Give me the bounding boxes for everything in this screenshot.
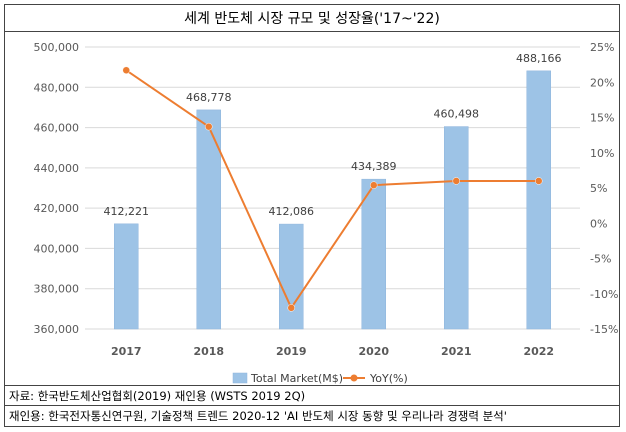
bar [114,223,139,330]
yoy-point [370,181,378,189]
yoy-point [287,304,295,312]
chart-title: 세계 반도체 시장 규모 및 성장율('17~'22) [5,5,619,32]
bar-data-label: 468,778 [186,91,232,104]
y-right-tick-label: -5% [590,253,611,266]
requote-note: 재인용: 한국전자통신연구원, 기술정책 트렌드 2020-12 'AI 반도체… [5,405,619,425]
y-right-tick-label: 25% [590,41,614,54]
source-note: 자료: 한국반도체산업협회(2019) 재인용 (WSTS 2019 2Q) [5,385,619,405]
y-right-tick-label: -15% [590,323,618,336]
legend-line-label: YoY(%) [369,372,408,385]
bar [279,223,304,330]
figure-frame: 세계 반도체 시장 규모 및 성장율('17~'22) 360,000 380,0… [4,4,620,427]
y-left-tick-label: 440,000 [34,162,80,175]
y-right-tick-label: 20% [590,76,614,89]
x-tick-label: 2017 [111,345,142,358]
yoy-point [122,66,130,75]
y-right-tick-label: 5% [590,182,607,195]
y-right-tick-label: 10% [590,147,614,160]
bar-data-label: 412,086 [269,205,315,218]
x-tick-label: 2022 [523,345,554,358]
y-right-tick-label: -10% [590,288,618,301]
y-right-tick-label: 15% [590,112,614,125]
y-left-tick-label: 500,000 [34,41,80,54]
y-left-tick-label: 460,000 [34,122,80,135]
bar [361,178,386,330]
x-tick-label: 2019 [276,345,307,358]
y-left-tick-label: 380,000 [34,283,80,296]
yoy-point [205,122,213,131]
x-tick-label: 2018 [193,345,224,358]
legend-line-marker [350,374,358,382]
legend-bar-swatch [232,372,248,384]
y-right-tick-label: 0% [590,217,607,230]
bar-data-label: 460,498 [434,108,480,121]
chart-plot: 360,000 380,000 400,000 420,000 440,000 460,0… [34,41,619,385]
x-tick-label: 2020 [358,345,389,358]
bar [444,126,469,330]
y-left-tick-label: 480,000 [34,81,80,94]
yoy-point [535,177,543,185]
yoy-line [125,69,539,310]
x-tick-label: 2021 [441,345,472,358]
y-left-tick-label: 420,000 [34,202,80,215]
yoy-point [452,177,460,185]
legend-bar-label: Total Market(M$) [250,372,343,385]
bar-data-label: 434,389 [351,160,397,173]
y-left-tick-label: 400,000 [34,242,80,255]
bar [526,70,551,330]
y-left-tick-label: 360,000 [34,323,80,336]
bar-data-label: 412,221 [104,205,150,218]
bar-data-label: 488,166 [516,52,562,65]
